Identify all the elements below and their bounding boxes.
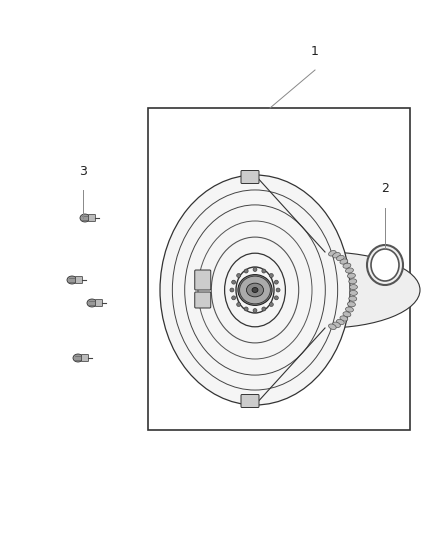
Ellipse shape <box>237 303 240 306</box>
Text: 3: 3 <box>79 165 87 178</box>
Ellipse shape <box>247 283 264 297</box>
Ellipse shape <box>340 259 348 264</box>
Ellipse shape <box>252 287 258 293</box>
Ellipse shape <box>346 307 353 312</box>
Ellipse shape <box>346 268 353 273</box>
Ellipse shape <box>343 312 351 317</box>
Ellipse shape <box>244 269 248 273</box>
Ellipse shape <box>232 280 236 284</box>
Ellipse shape <box>262 269 266 273</box>
Text: 1: 1 <box>311 45 319 58</box>
Ellipse shape <box>262 307 266 311</box>
Ellipse shape <box>350 290 357 295</box>
Ellipse shape <box>274 280 278 284</box>
Ellipse shape <box>67 276 77 284</box>
Ellipse shape <box>371 249 399 281</box>
FancyBboxPatch shape <box>75 277 82 284</box>
Ellipse shape <box>328 324 336 329</box>
FancyBboxPatch shape <box>195 270 211 290</box>
Ellipse shape <box>350 285 357 289</box>
FancyBboxPatch shape <box>81 354 88 361</box>
Ellipse shape <box>332 253 340 258</box>
FancyBboxPatch shape <box>241 394 259 408</box>
Ellipse shape <box>336 319 344 325</box>
FancyBboxPatch shape <box>241 171 259 183</box>
Text: 2: 2 <box>381 182 389 195</box>
Ellipse shape <box>269 273 273 278</box>
Ellipse shape <box>347 302 355 307</box>
Ellipse shape <box>240 276 270 304</box>
Ellipse shape <box>340 316 348 321</box>
Ellipse shape <box>80 214 90 222</box>
Ellipse shape <box>349 279 357 284</box>
Bar <box>148 108 410 430</box>
Ellipse shape <box>230 252 420 328</box>
Ellipse shape <box>160 175 350 405</box>
Ellipse shape <box>238 274 272 305</box>
Ellipse shape <box>230 288 234 292</box>
FancyBboxPatch shape <box>195 292 211 308</box>
Ellipse shape <box>336 255 344 261</box>
Ellipse shape <box>274 296 278 300</box>
Ellipse shape <box>332 322 340 327</box>
Ellipse shape <box>269 303 273 306</box>
Ellipse shape <box>343 263 351 268</box>
Ellipse shape <box>253 268 257 271</box>
Ellipse shape <box>232 296 236 300</box>
Ellipse shape <box>87 299 97 307</box>
FancyBboxPatch shape <box>95 300 102 306</box>
Ellipse shape <box>347 273 355 278</box>
FancyBboxPatch shape <box>88 214 95 222</box>
Ellipse shape <box>276 288 280 292</box>
Ellipse shape <box>328 251 336 256</box>
Ellipse shape <box>253 309 257 312</box>
Polygon shape <box>255 175 325 405</box>
Ellipse shape <box>244 307 248 311</box>
Ellipse shape <box>367 245 403 285</box>
Ellipse shape <box>237 273 240 278</box>
Ellipse shape <box>73 354 83 362</box>
Ellipse shape <box>349 296 357 301</box>
